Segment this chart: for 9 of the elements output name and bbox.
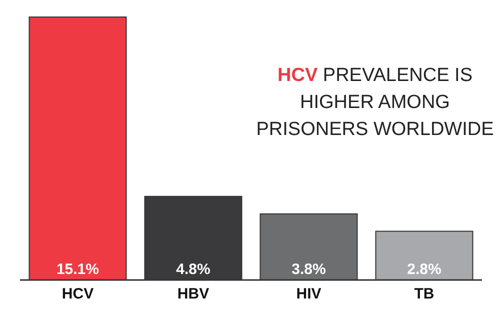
data-label: 3.8% — [292, 261, 326, 278]
x-tick-label: TB — [414, 286, 434, 303]
chart-title: HCV PREVALENCE IS HIGHER AMONG PRISONERS WORLDWIDE — [256, 65, 494, 140]
x-tick-label: HIV — [296, 286, 322, 303]
data-label: 2.8% — [407, 261, 442, 278]
x-tick-label: HCV — [62, 286, 94, 303]
data-label: 4.8% — [176, 261, 210, 278]
x-tick-label: HBV — [177, 286, 210, 303]
data-label: 15.1% — [56, 261, 100, 278]
